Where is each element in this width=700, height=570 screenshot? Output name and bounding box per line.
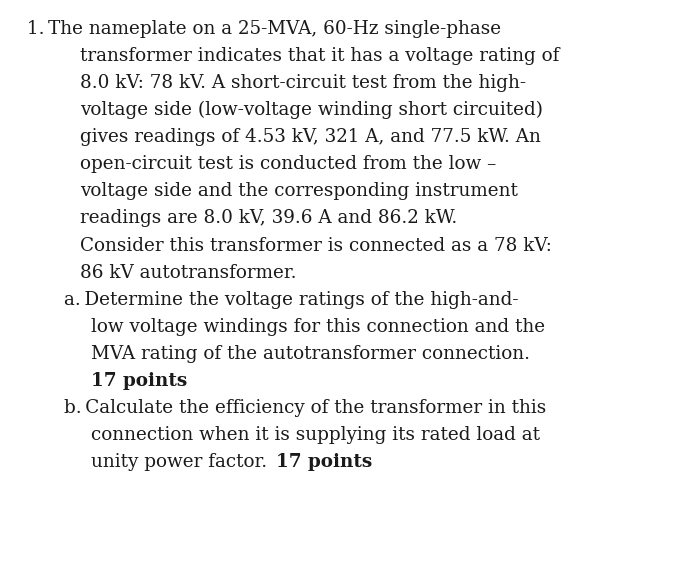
- Text: MVA rating of the autotransformer connection.: MVA rating of the autotransformer connec…: [91, 345, 530, 363]
- Text: connection when it is supplying its rated load at: connection when it is supplying its rate…: [91, 426, 540, 444]
- Text: b. Calculate the efficiency of the transformer in this: b. Calculate the efficiency of the trans…: [64, 399, 547, 417]
- Text: 17 points: 17 points: [91, 372, 188, 390]
- Text: 1. The nameplate on a 25-MVA, 60-Hz single-phase: 1. The nameplate on a 25-MVA, 60-Hz sing…: [27, 20, 500, 38]
- Text: 8.0 kV: 78 kV. A short-circuit test from the high-: 8.0 kV: 78 kV. A short-circuit test from…: [80, 74, 526, 92]
- Text: open-circuit test is conducted from the low –: open-circuit test is conducted from the …: [80, 155, 497, 173]
- Text: 86 kV autotransformer.: 86 kV autotransformer.: [80, 263, 297, 282]
- Text: voltage side and the corresponding instrument: voltage side and the corresponding instr…: [80, 182, 519, 201]
- Text: readings are 8.0 kV, 39.6 A and 86.2 kW.: readings are 8.0 kV, 39.6 A and 86.2 kW.: [80, 209, 458, 227]
- Text: unity power factor.: unity power factor.: [91, 453, 276, 471]
- Text: low voltage windings for this connection and the: low voltage windings for this connection…: [91, 317, 545, 336]
- Text: transformer indicates that it has a voltage rating of: transformer indicates that it has a volt…: [80, 47, 560, 65]
- Text: gives readings of 4.53 kV, 321 A, and 77.5 kW. An: gives readings of 4.53 kV, 321 A, and 77…: [80, 128, 541, 146]
- Text: Consider this transformer is connected as a 78 kV:: Consider this transformer is connected a…: [80, 237, 552, 255]
- Text: a. Determine the voltage ratings of the high-and-: a. Determine the voltage ratings of the …: [64, 291, 519, 309]
- Text: voltage side (low-voltage winding short circuited): voltage side (low-voltage winding short …: [80, 101, 543, 120]
- Text: 17 points: 17 points: [276, 453, 372, 471]
